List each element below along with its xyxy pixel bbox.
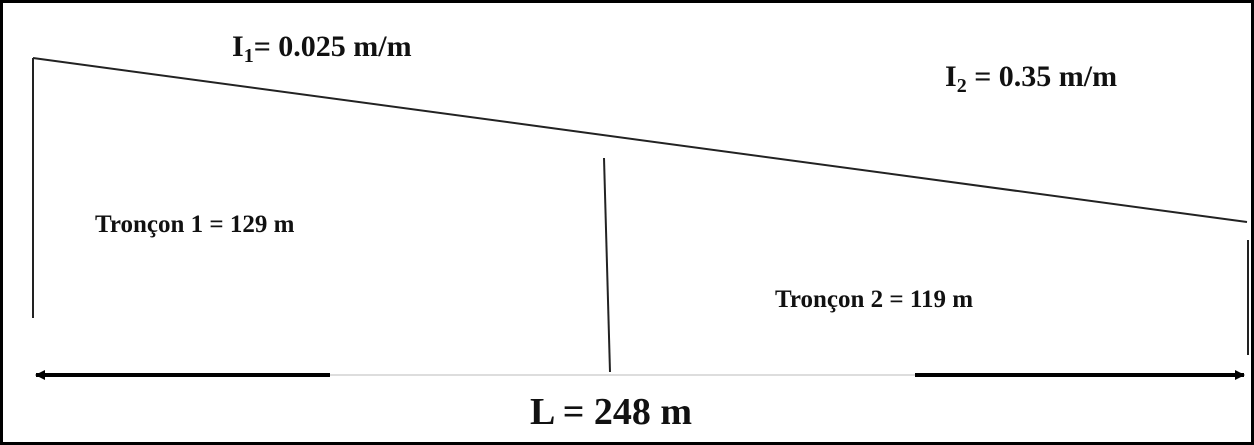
total-length-label: L = 248 m — [530, 391, 692, 433]
section-2-label: Tronçon 2 = 119 m — [775, 286, 973, 313]
slope-line — [32, 57, 1248, 223]
slope-index: 2 — [957, 75, 967, 97]
section-divider — [603, 157, 611, 373]
section-1-label: Tronçon 1 = 129 m — [95, 211, 295, 238]
slope-index: 1 — [244, 45, 254, 67]
slope-1-label: I1= 0.025 m/m — [232, 30, 412, 67]
slope-2-label: I2 = 0.35 m/m — [945, 60, 1117, 97]
slope-symbol: I — [945, 60, 957, 93]
slope-value: = 0.35 m/m — [967, 60, 1117, 93]
slope-value: = 0.025 m/m — [254, 30, 412, 63]
slope-symbol: I — [232, 30, 244, 63]
